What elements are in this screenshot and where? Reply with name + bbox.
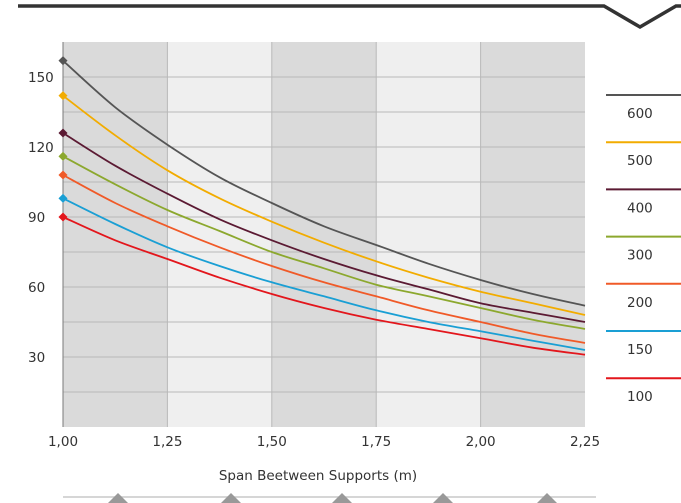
series-marker-100: [58, 212, 68, 222]
plot-band: [376, 42, 481, 427]
x-tick-label: 1,50: [257, 434, 287, 450]
x-tick-label: 1,75: [361, 434, 391, 450]
series-marker-500: [58, 91, 68, 101]
x-axis: 1,00 1,25 1,50 1,75 2,00 2,25: [48, 434, 600, 450]
series-line-200: [62, 174, 586, 344]
legend-label-100: 100: [627, 389, 653, 405]
background-bands: [63, 42, 585, 427]
series-line-600: [62, 60, 586, 307]
series-line-400: [62, 132, 586, 323]
legend-label-200: 200: [627, 295, 653, 311]
support-triangle: [433, 493, 453, 503]
series-line-500: [62, 94, 586, 316]
y-tick-label: 90: [28, 210, 45, 226]
grid-lines: [62, 42, 585, 427]
top-frame-line: [18, 4, 681, 30]
series-line-300: [62, 155, 586, 330]
x-tick-label: 1,00: [48, 434, 78, 450]
legend: 600 500 400 300 200 150 100: [606, 94, 681, 405]
series-line-100: [62, 216, 586, 356]
series-marker-150: [58, 193, 68, 203]
x-tick-label: 2,00: [466, 434, 496, 450]
y-tick-label: 60: [28, 280, 45, 296]
decoration: [18, 4, 681, 503]
y-axis: 30 60 90 120 150: [28, 70, 54, 366]
support-triangle: [221, 493, 241, 503]
series-marker-200: [58, 170, 68, 180]
y-tick-label: 30: [28, 350, 45, 366]
y-tick-label: 120: [28, 140, 54, 156]
plot-band: [271, 42, 377, 427]
support-triangle: [537, 493, 557, 503]
x-tick-label: 1,25: [152, 434, 182, 450]
support-triangle: [108, 493, 128, 503]
y-tick-label: 150: [28, 70, 54, 86]
legend-label-400: 400: [627, 200, 653, 216]
plot-band: [480, 42, 585, 427]
legend-label-500: 500: [627, 153, 653, 169]
legend-label-300: 300: [627, 248, 653, 264]
x-axis-label: Span Beetween Supports (m): [219, 468, 417, 484]
series-lines: [58, 56, 586, 356]
plot-band: [63, 42, 168, 427]
x-tick-label: 2,25: [570, 434, 600, 450]
legend-label-600: 600: [627, 106, 653, 122]
legend-label-150: 150: [627, 342, 653, 358]
support-triangle: [332, 493, 352, 503]
series-marker-300: [58, 151, 68, 161]
series-marker-400: [58, 128, 68, 138]
series-marker-600: [58, 56, 68, 66]
series-line-150: [62, 197, 586, 351]
